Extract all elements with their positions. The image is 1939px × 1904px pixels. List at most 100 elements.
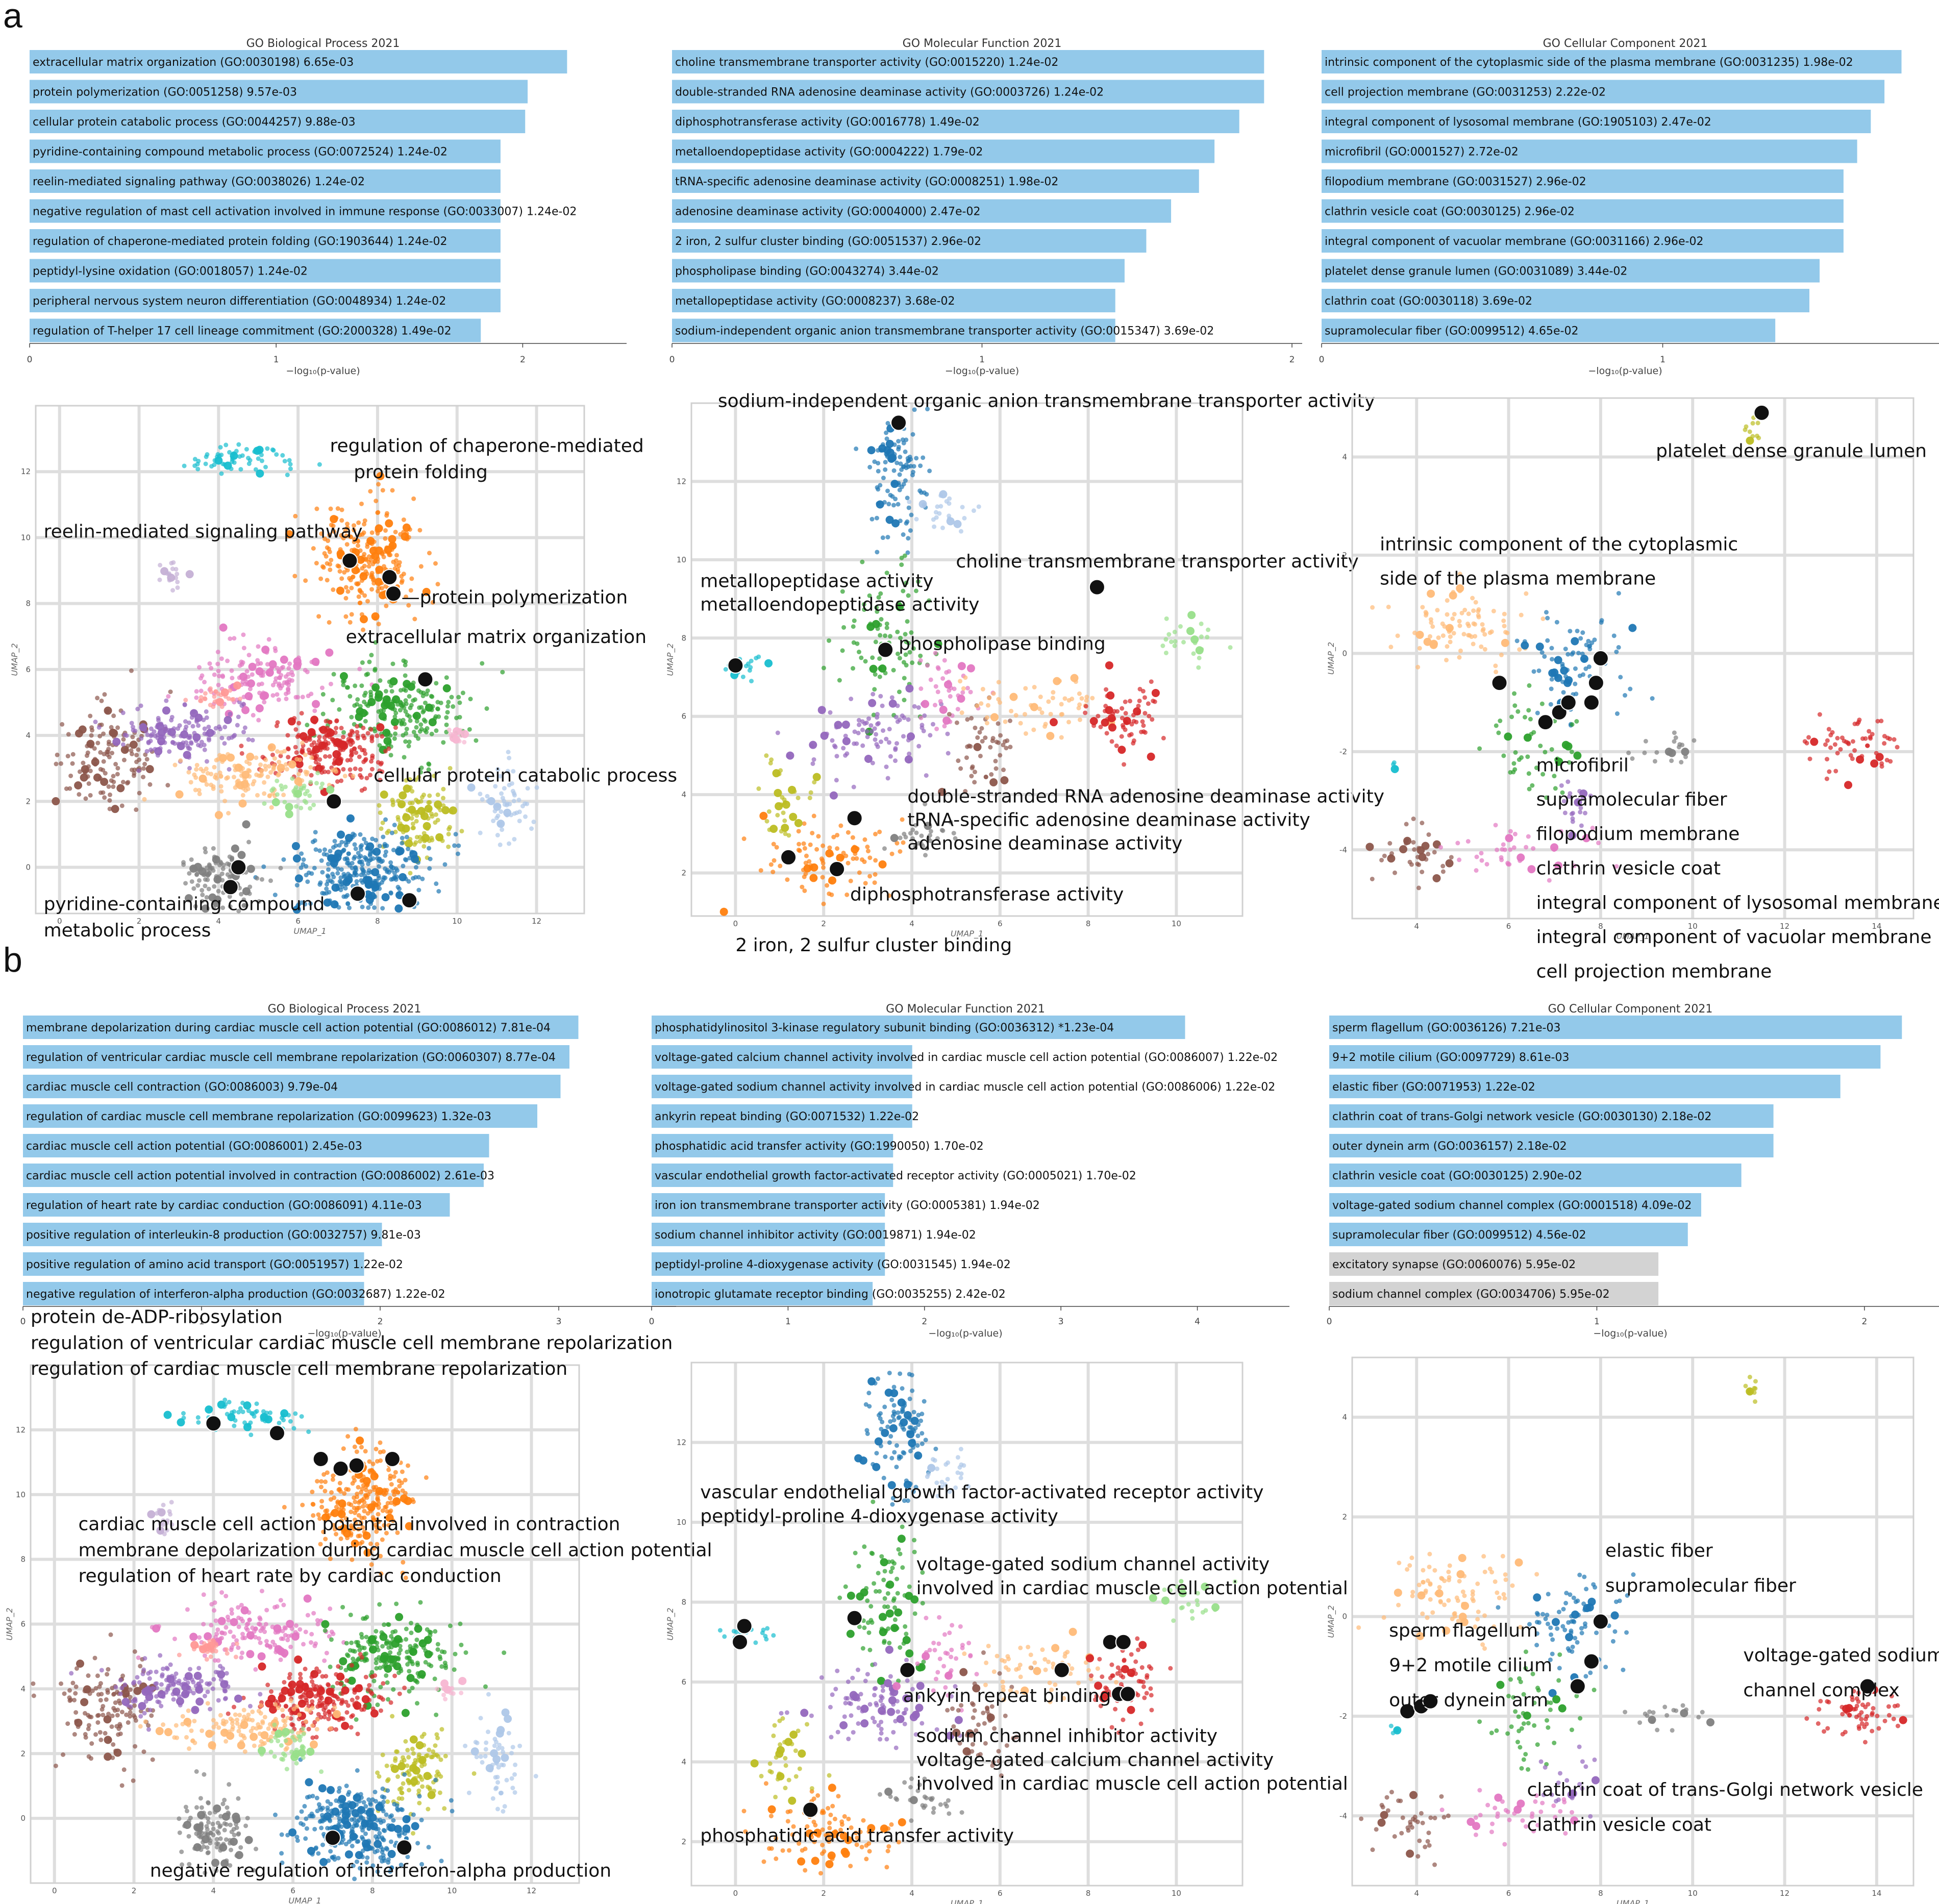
- cell-point: [1404, 840, 1409, 846]
- cell-point: [406, 847, 411, 852]
- cell-point: [872, 459, 877, 464]
- cell-point: [1517, 757, 1522, 762]
- cell-point: [389, 689, 394, 694]
- cell-point: [808, 790, 813, 795]
- cell-point: [202, 1693, 207, 1698]
- cell-point: [223, 1728, 228, 1734]
- cell-point: [193, 862, 202, 871]
- bar-label: cardiac muscle cell action potential (GO…: [26, 1140, 362, 1153]
- umap-y-tick-label: 4: [20, 1684, 26, 1693]
- cell-point: [523, 814, 528, 819]
- cell-point: [797, 848, 802, 853]
- cell-point: [282, 1625, 287, 1630]
- cell-point: [288, 466, 293, 472]
- cell-point: [265, 671, 270, 676]
- cell-point: [1013, 713, 1018, 718]
- cell-point: [205, 1689, 210, 1694]
- cell-point: [433, 812, 438, 817]
- cell-point: [112, 737, 121, 746]
- cell-point: [856, 730, 861, 735]
- cell-point: [398, 1647, 403, 1652]
- cell-point: [129, 721, 134, 726]
- bar: [30, 80, 528, 104]
- cell-point: [890, 494, 895, 499]
- cell-point: [1438, 845, 1444, 850]
- cell-point: [406, 879, 411, 884]
- cell-point: [186, 770, 191, 775]
- cell-point: [322, 1658, 327, 1663]
- cell-point: [248, 1432, 254, 1438]
- cell-point: [229, 735, 234, 740]
- cell-point: [111, 805, 119, 813]
- cell-point: [417, 1800, 422, 1806]
- bar-label: supramolecular fiber (GO:0099512) 4.65e-…: [1325, 325, 1578, 338]
- cell-point: [209, 772, 214, 777]
- cell-point: [446, 831, 451, 836]
- cell-point: [260, 673, 265, 678]
- cell-point: [1565, 779, 1571, 784]
- cell-point: [178, 758, 183, 763]
- cell-point: [877, 829, 882, 834]
- cell-point: [904, 755, 913, 764]
- cell-point: [1743, 427, 1748, 432]
- cell-point: [907, 499, 912, 504]
- cell-point: [429, 835, 434, 840]
- cell-point: [343, 1668, 349, 1673]
- cell-point: [169, 561, 174, 566]
- cell-point: [448, 1623, 453, 1628]
- cell-point: [393, 725, 398, 730]
- cell-point: [969, 774, 974, 779]
- umap-annotation: metallopeptidase activity: [700, 571, 933, 592]
- cell-point: [225, 775, 230, 780]
- cell-point: [1038, 695, 1043, 700]
- cell-point: [1561, 690, 1566, 695]
- cell-point: [843, 753, 848, 758]
- bar: [672, 50, 1264, 73]
- cell-point: [319, 531, 324, 536]
- cell-point: [1531, 669, 1536, 674]
- cell-point: [109, 751, 114, 756]
- cell-point: [303, 1629, 308, 1635]
- cell-point: [1123, 699, 1128, 704]
- cell-point: [425, 1753, 430, 1758]
- cell-point: [278, 866, 283, 871]
- cell-point: [1502, 624, 1507, 629]
- cell-point: [1451, 631, 1456, 636]
- cell-point: [740, 674, 745, 679]
- cell-point: [354, 873, 359, 878]
- cell-point: [1399, 845, 1408, 854]
- cell-point: [364, 1488, 369, 1493]
- cell-point: [412, 697, 417, 702]
- cell-point: [827, 638, 832, 643]
- cell-point: [402, 824, 410, 833]
- cell-point: [377, 1602, 382, 1607]
- cell-point: [433, 1743, 438, 1748]
- x-tick-label: 1: [785, 1317, 791, 1327]
- cell-point: [211, 704, 216, 709]
- cell-point: [388, 1473, 393, 1478]
- cell-point: [401, 1709, 410, 1717]
- cell-point: [1512, 831, 1518, 836]
- cell-point: [377, 864, 382, 869]
- umap-x-tick-label: 8: [1086, 919, 1091, 928]
- cell-point: [1838, 747, 1843, 752]
- cell-point: [256, 456, 261, 461]
- cell-point: [416, 887, 421, 893]
- cell-point: [931, 517, 936, 522]
- cell-point: [367, 1459, 372, 1464]
- bar: [672, 259, 1125, 283]
- cell-point: [269, 805, 274, 810]
- cell-point: [1059, 712, 1064, 717]
- cell-point: [203, 461, 208, 466]
- cell-point: [417, 834, 422, 839]
- cell-point: [324, 1650, 329, 1655]
- cell-point: [212, 694, 217, 699]
- cell-point: [141, 766, 146, 771]
- cell-point: [145, 765, 154, 774]
- cell-point: [1517, 647, 1522, 652]
- cell-point: [255, 704, 264, 712]
- cell-point: [322, 1489, 328, 1494]
- cell-point: [185, 1680, 190, 1686]
- cell-point: [322, 1628, 328, 1633]
- cell-point: [902, 553, 907, 558]
